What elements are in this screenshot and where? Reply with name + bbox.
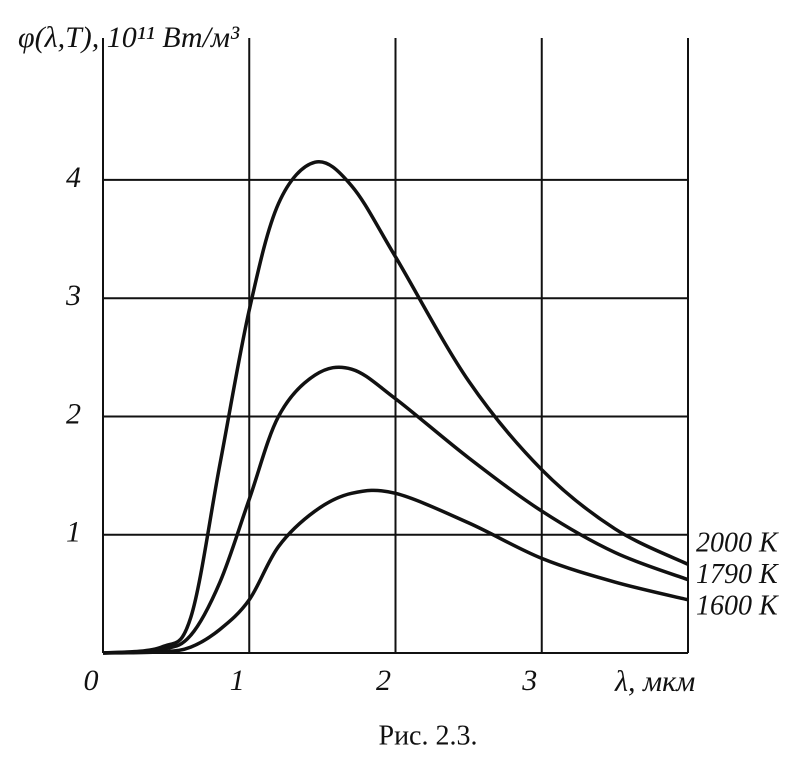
x-tick-label: 0 [84, 664, 99, 697]
y-tick-label: 3 [65, 279, 81, 312]
y-axis-title: φ(λ,T), 10¹¹ Вт/м³ [18, 21, 240, 54]
x-tick-label: 3 [521, 664, 537, 697]
caption: Рис. 2.3. [379, 720, 478, 751]
legend-label: 2000 K [696, 527, 779, 558]
y-tick-label: 1 [66, 516, 81, 549]
curve [102, 365, 689, 655]
curve [102, 159, 689, 655]
y-tick-label: 2 [66, 397, 81, 430]
curve [102, 488, 689, 655]
legend-label: 1790 K [696, 559, 779, 590]
x-axis-title: λ, мкм [614, 665, 695, 698]
x-tick-label: 2 [376, 664, 391, 697]
legend-label: 1600 K [696, 590, 779, 621]
y-tick-label: 4 [66, 161, 81, 194]
x-tick-label: 1 [230, 664, 245, 697]
